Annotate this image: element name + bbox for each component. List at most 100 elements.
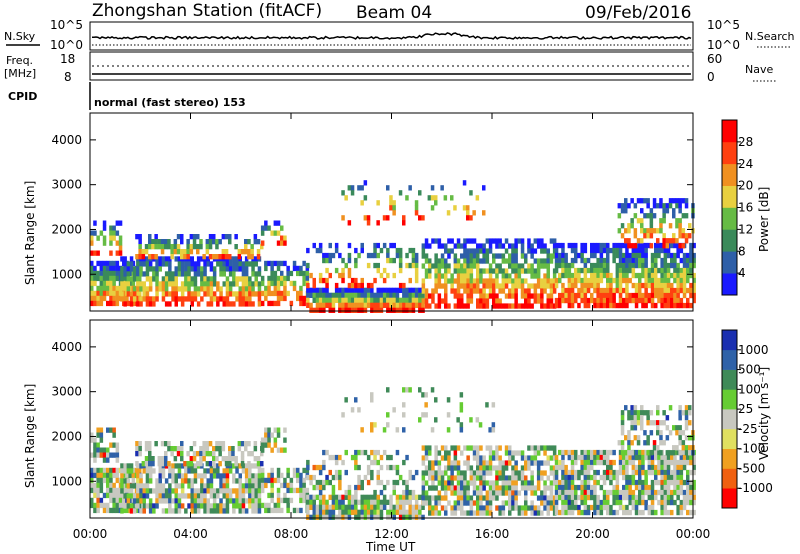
heat-cell <box>469 253 474 259</box>
heat-cell <box>318 242 323 249</box>
heat-cell <box>408 302 412 308</box>
heat-cell <box>533 485 538 491</box>
heat-cell <box>561 474 565 481</box>
heat-cell <box>554 267 559 274</box>
heat-cell <box>302 487 306 494</box>
heat-cell <box>520 455 525 461</box>
heat-cell <box>139 286 143 292</box>
heat-cell <box>476 510 480 516</box>
heat-cell <box>183 249 187 255</box>
heat-cell <box>440 485 445 491</box>
heat-cell <box>620 430 625 436</box>
heat-cell <box>574 282 578 289</box>
heat-cell <box>479 303 483 309</box>
heat-cell <box>631 297 636 304</box>
heat-cell <box>328 509 332 515</box>
heat-cell <box>527 465 531 471</box>
heat-cell <box>344 262 348 269</box>
heat-cell <box>558 292 562 299</box>
heat-cell <box>208 254 213 260</box>
heat-cell <box>276 300 281 307</box>
heat-cell <box>580 479 584 486</box>
heat-cell <box>171 498 175 504</box>
heat-cell <box>254 498 258 504</box>
heat-cell <box>257 503 262 509</box>
heat-cell <box>386 454 390 461</box>
heat-cell <box>437 273 442 279</box>
heat-cell <box>312 504 316 510</box>
heat-cell <box>654 267 658 274</box>
heat-cell <box>373 242 377 249</box>
heat-cell <box>654 489 658 496</box>
heat-cell <box>192 234 197 240</box>
heat-cell <box>215 456 219 462</box>
heat-cell <box>437 495 442 501</box>
heat-cell <box>405 262 409 269</box>
heat-cell <box>241 498 246 504</box>
heat-cell <box>583 464 588 471</box>
heat-cell <box>657 459 661 466</box>
heat-cell <box>561 287 565 294</box>
heat-cell <box>402 459 406 466</box>
heat-cell <box>586 297 591 304</box>
heat-cell <box>414 205 419 211</box>
heat-cell <box>570 282 575 289</box>
heat-cell <box>666 262 671 269</box>
heat-cell <box>174 463 178 469</box>
heat-cell <box>302 270 306 277</box>
heat-cell <box>552 268 557 274</box>
heat-cell <box>102 220 107 226</box>
heat-cell <box>482 298 486 304</box>
heat-cell <box>514 460 518 466</box>
heat-cell <box>199 456 203 462</box>
heat-cell <box>125 507 129 514</box>
heat-cell <box>501 475 506 481</box>
heat-cell <box>479 278 483 284</box>
heat-cell <box>450 238 454 244</box>
heat-cell <box>212 254 216 260</box>
heat-cell <box>145 266 150 272</box>
heat-cell <box>586 287 591 294</box>
heat-cell <box>428 505 432 511</box>
heat-cell <box>344 449 348 456</box>
heat-cell <box>177 468 182 474</box>
heat-cell <box>631 504 636 511</box>
heat-cell <box>344 195 348 201</box>
heat-cell <box>453 465 458 471</box>
heat-cell <box>115 265 120 272</box>
heat-cell <box>527 445 531 451</box>
heat-cell <box>617 228 622 234</box>
heat-cell <box>379 272 384 279</box>
heat-cell <box>447 303 451 309</box>
heat-cell <box>225 468 230 474</box>
heat-cell <box>203 503 207 509</box>
heat-cell <box>90 290 94 297</box>
heat-cell <box>469 465 474 471</box>
heat-cell <box>202 441 206 447</box>
heat-cell <box>689 292 693 299</box>
heat-cell <box>392 242 396 249</box>
heat-cell <box>466 210 470 216</box>
heat-cell <box>511 450 515 456</box>
colorbar-segment <box>722 488 737 509</box>
heat-cell <box>139 508 143 514</box>
heat-cell <box>216 473 220 479</box>
heat-cell <box>164 239 168 245</box>
heat-cell <box>466 298 470 304</box>
heat-cell <box>679 489 684 496</box>
heat-cell <box>580 267 584 274</box>
heat-cell <box>389 200 393 206</box>
heat-cell <box>599 302 604 309</box>
heat-cell <box>577 474 581 481</box>
heat-cell <box>453 460 458 466</box>
heat-cell <box>689 262 693 269</box>
heat-cell <box>554 297 559 304</box>
heat-cell <box>590 242 594 249</box>
heat-cell <box>168 261 172 267</box>
heat-cell <box>132 266 137 272</box>
heat-cell <box>659 420 663 426</box>
heat-cell <box>273 220 278 226</box>
heat-cell <box>678 228 682 234</box>
heat-cell <box>212 468 217 474</box>
heat-cell <box>460 470 464 476</box>
